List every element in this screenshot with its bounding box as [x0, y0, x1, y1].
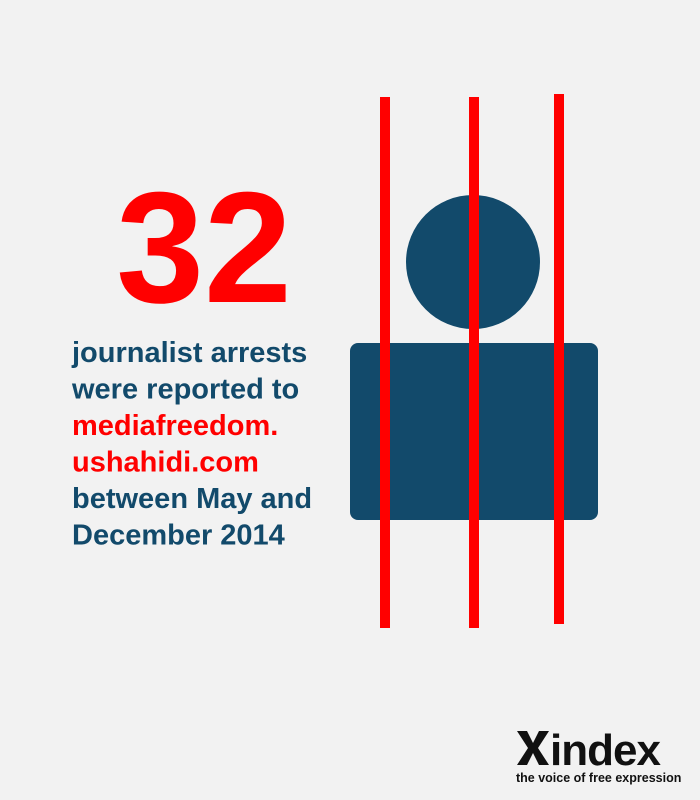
statement-line: journalist arrests	[71, 337, 307, 369]
statement-line: between May and	[72, 483, 312, 515]
logo-tagline: the voice of free expression	[516, 771, 681, 785]
prison-bar	[554, 94, 564, 624]
statement-line: mediafreedom.	[72, 410, 278, 442]
headline-number: 32	[116, 160, 292, 336]
statement: journalist arrests were reported to mediaf…	[71, 337, 312, 552]
logo-name: index	[550, 726, 661, 775]
statement-line: were reported to	[71, 374, 299, 406]
logo-mark	[517, 731, 549, 765]
statement-line: ushahidi.com	[72, 447, 259, 479]
prison-bar	[469, 97, 479, 628]
prison-bar	[380, 97, 390, 628]
statement-line: December 2014	[72, 520, 285, 552]
